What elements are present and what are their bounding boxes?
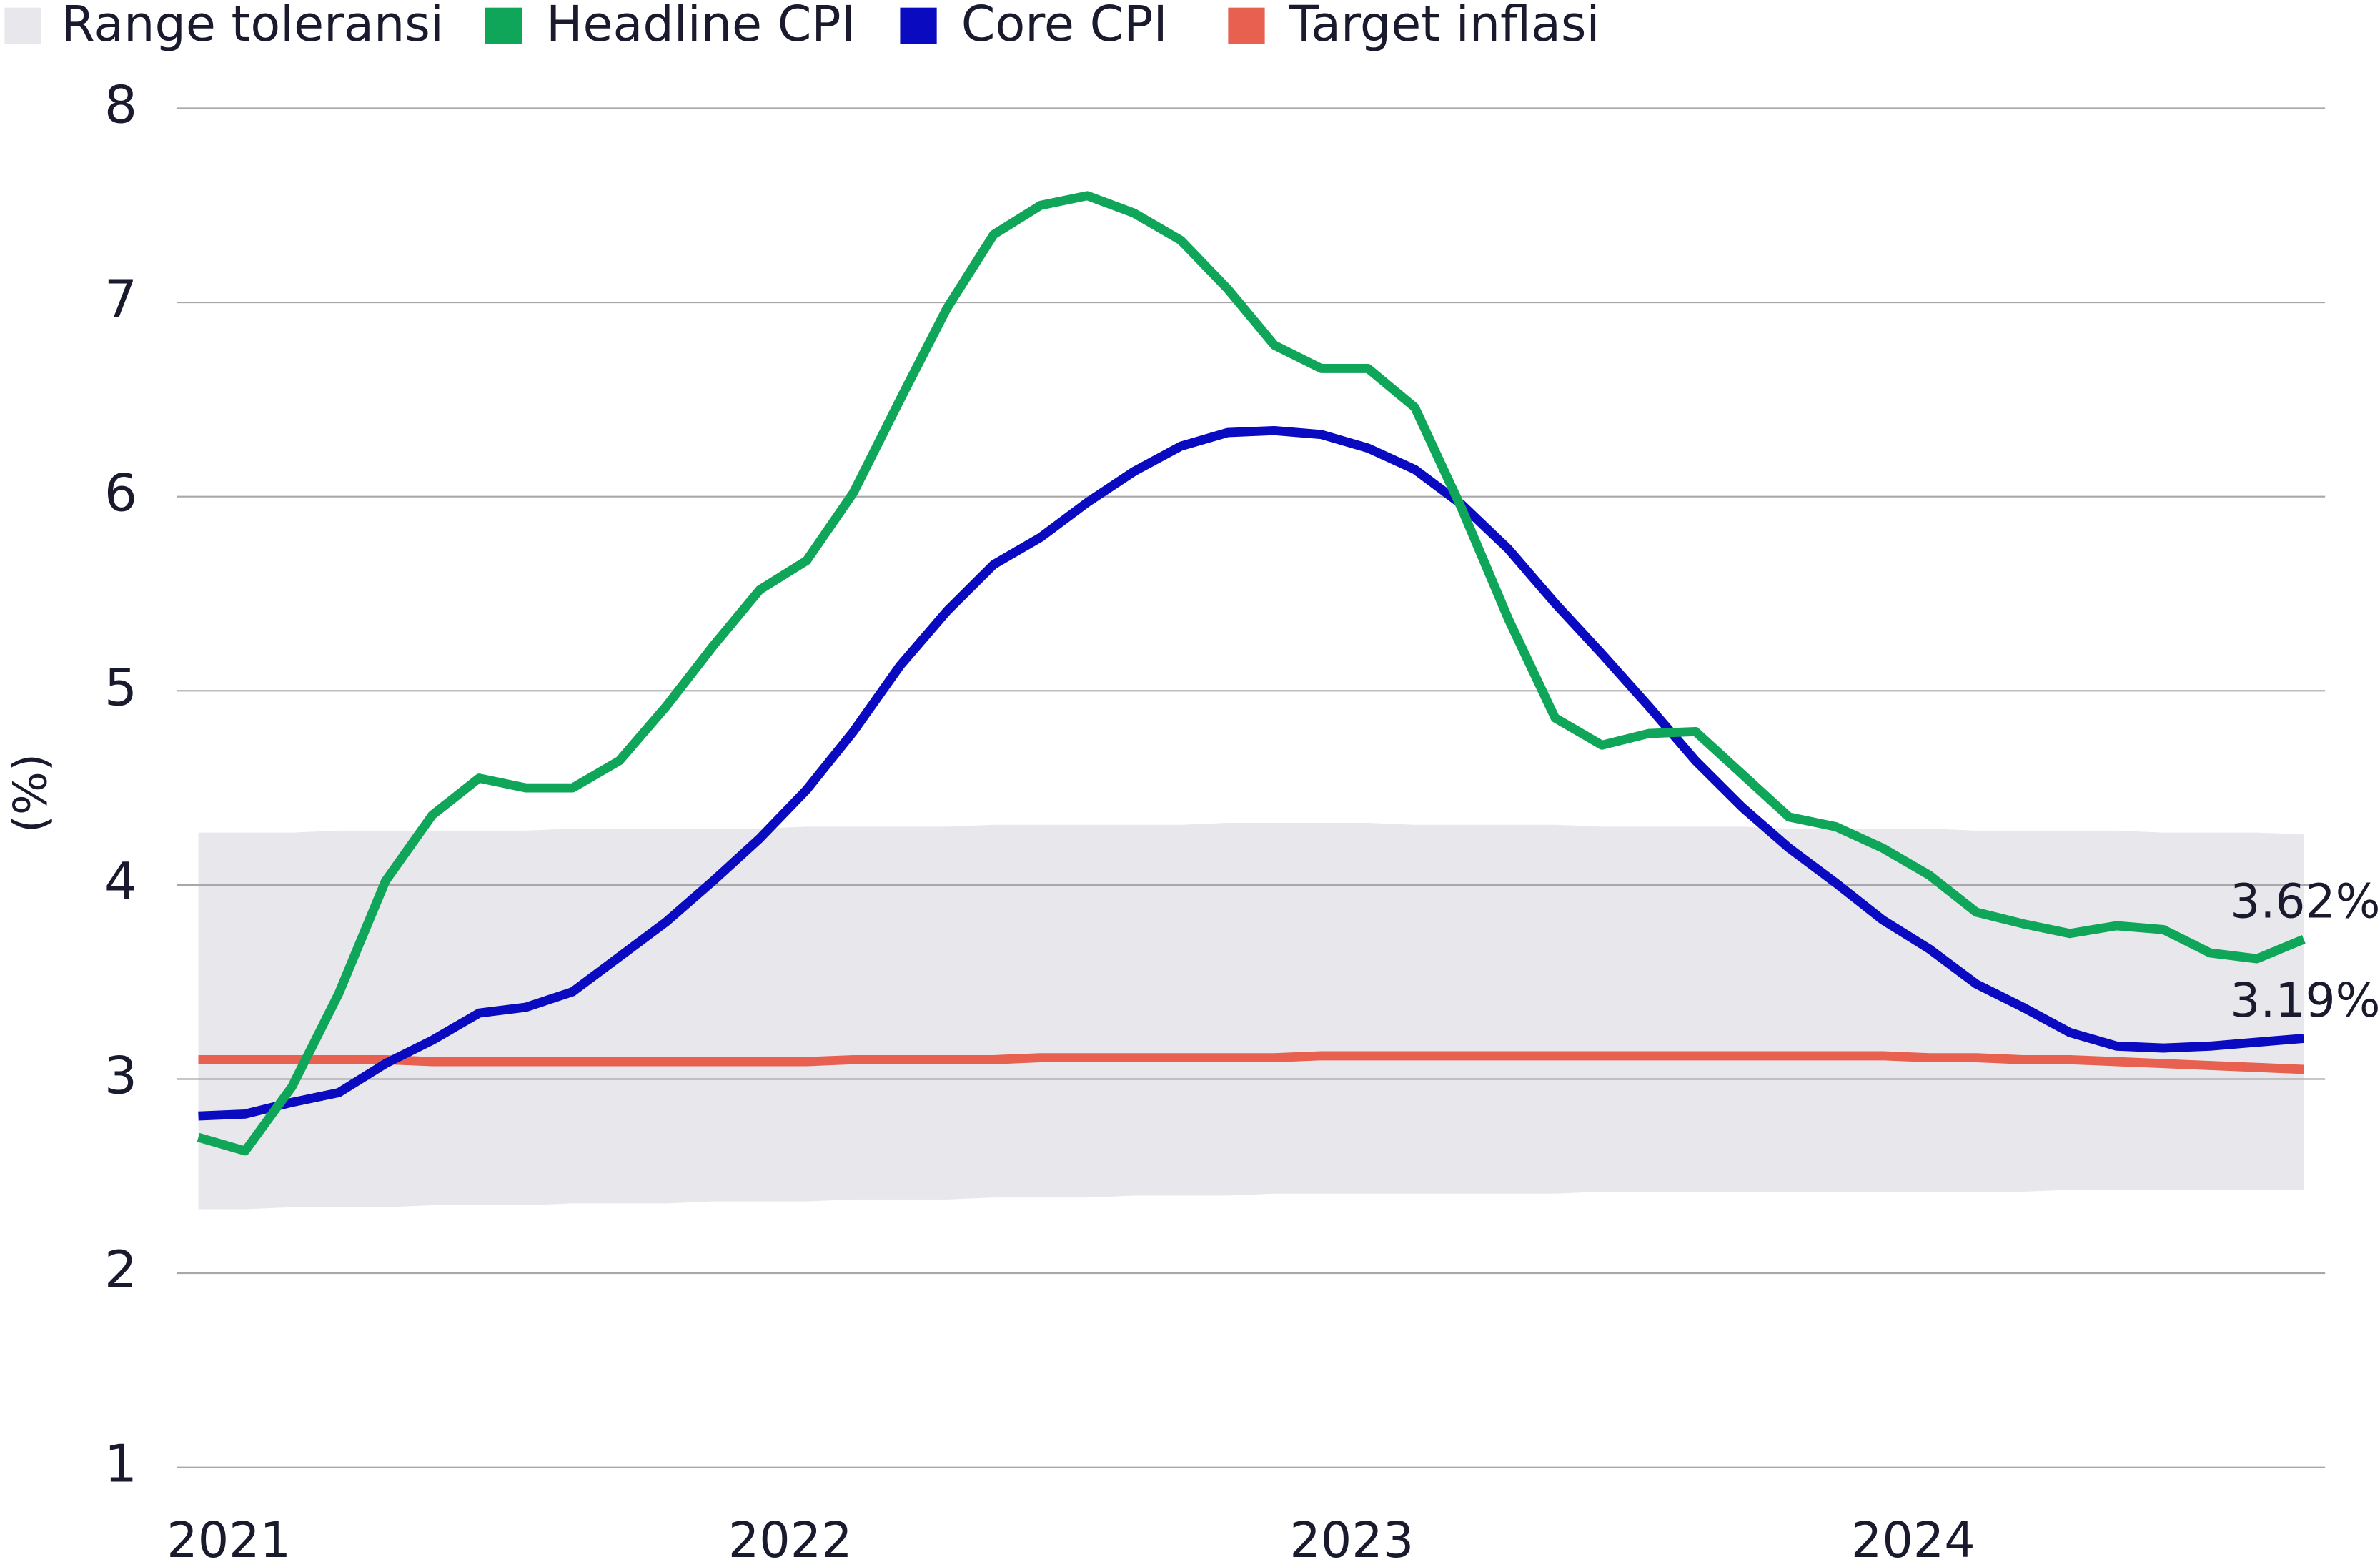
annotation: 3.62% — [2230, 874, 2380, 929]
legend-label: Core CPI — [961, 0, 1168, 53]
y-tick-label: 4 — [104, 852, 137, 912]
y-tick-label: 8 — [104, 76, 137, 136]
line-series — [198, 1051, 2304, 1074]
y-tick-label: 2 — [104, 1240, 137, 1300]
y-tick-label: 1 — [104, 1435, 137, 1495]
y-tick-label: 6 — [104, 464, 137, 524]
x-tick-label: 2022 — [728, 1513, 853, 1562]
legend-label: Headline CPI — [546, 0, 856, 53]
y-axis-label: (%) — [5, 753, 58, 833]
x-tick-label: 2024 — [1851, 1513, 1975, 1562]
legend-swatch — [485, 7, 522, 44]
annotation: 3.19% — [2230, 973, 2380, 1028]
legend-swatch — [1228, 7, 1265, 44]
legend-swatch — [4, 7, 41, 44]
x-tick-label: 2021 — [167, 1513, 291, 1562]
line-series — [198, 425, 2304, 1121]
x-tick-label: 2023 — [1289, 1513, 1414, 1562]
y-tick-label: 7 — [104, 270, 137, 330]
legend-label: Target inflasi — [1289, 0, 1600, 53]
legend-label: Range toleransi — [61, 0, 443, 53]
legend-swatch — [900, 7, 937, 44]
y-tick-label: 5 — [104, 658, 137, 718]
y-tick-label: 3 — [104, 1047, 137, 1107]
line-series — [197, 191, 2306, 1156]
tolerance-band — [198, 822, 2304, 1210]
